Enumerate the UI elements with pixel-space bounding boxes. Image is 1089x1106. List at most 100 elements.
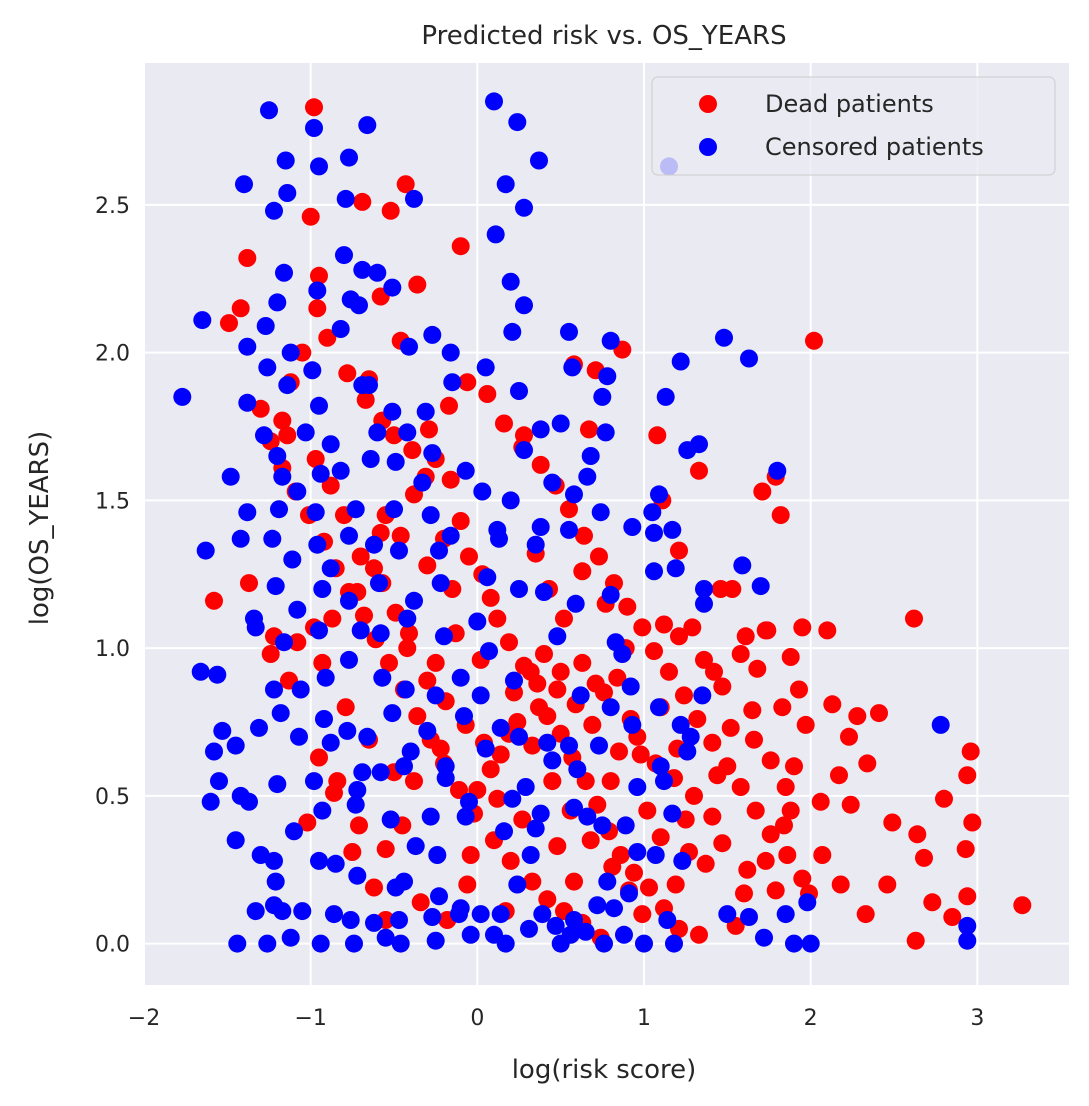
- dead-patient-point: [420, 420, 438, 439]
- dead-patient-point: [813, 846, 832, 864]
- censored-patient-point: [451, 668, 470, 687]
- dead-patient-point: [796, 715, 815, 734]
- censored-patient-point: [376, 928, 395, 947]
- legend-label-dead: Dead patients: [765, 90, 934, 118]
- dead-patient-point: [343, 843, 362, 861]
- censored-patient-point: [278, 184, 297, 202]
- censored-patient-point: [740, 349, 758, 368]
- dead-patient-point: [683, 618, 702, 637]
- x-tick-label: 0: [470, 1006, 484, 1031]
- censored-patient-point: [751, 577, 770, 596]
- censored-patient-point: [480, 642, 498, 661]
- dead-patient-point: [608, 668, 627, 687]
- censored-patient-point: [371, 763, 390, 782]
- censored-patient-point: [398, 609, 417, 628]
- censored-patient-point: [533, 905, 552, 924]
- censored-patient-point: [615, 925, 633, 944]
- dead-patient-point: [588, 795, 607, 814]
- censored-patient-point: [958, 931, 977, 950]
- dead-patient-point: [491, 745, 510, 764]
- censored-patient-point: [646, 846, 665, 864]
- dead-patient-point: [761, 751, 780, 770]
- dead-patient-point: [261, 645, 280, 663]
- censored-patient-point: [628, 843, 647, 861]
- dead-patient-point: [761, 825, 780, 844]
- legend-label-censored: Censored patients: [765, 133, 984, 161]
- dead-patient-point: [573, 562, 592, 581]
- censored-patient-point: [238, 503, 257, 522]
- censored-patient-point: [621, 677, 640, 696]
- dead-patient-point: [713, 677, 732, 696]
- censored-patient-point: [560, 736, 578, 755]
- dead-patient-point: [441, 470, 460, 489]
- censored-patient-point: [503, 789, 522, 808]
- dead-patient-point: [848, 707, 867, 726]
- censored-patient-point: [560, 322, 578, 341]
- censored-patient-point: [755, 928, 773, 947]
- censored-patient-point: [258, 934, 277, 953]
- dead-patient-point: [670, 627, 688, 646]
- censored-patient-point: [263, 529, 282, 548]
- dead-patient-point: [870, 704, 888, 723]
- censored-patient-point: [285, 822, 303, 841]
- dead-patient-point: [400, 624, 418, 643]
- censored-patient-point: [311, 464, 330, 483]
- censored-patient-point: [238, 393, 257, 412]
- censored-patient-point: [293, 902, 312, 921]
- dead-patient-point: [440, 396, 458, 415]
- dead-patient-point: [793, 618, 812, 637]
- censored-patient-point: [501, 491, 520, 510]
- censored-patient-point: [240, 792, 258, 811]
- censored-patient-point: [560, 520, 578, 539]
- dead-patient-point: [603, 857, 622, 876]
- dead-patient-point: [531, 455, 550, 474]
- censored-patient-point: [931, 715, 950, 734]
- dead-patient-point: [831, 875, 850, 894]
- dead-patient-point: [351, 547, 370, 566]
- dead-patient-point: [778, 846, 797, 864]
- dead-patient-point: [690, 925, 708, 944]
- censored-patient-point: [423, 325, 442, 344]
- dead-patient-point: [500, 633, 518, 652]
- y-tick-label: 0.5: [95, 785, 130, 810]
- dead-patient-point: [1013, 896, 1032, 915]
- censored-patient-point: [385, 500, 403, 519]
- dead-patient-point: [278, 426, 297, 445]
- censored-patient-point: [605, 899, 623, 918]
- dead-patient-point: [713, 834, 732, 853]
- censored-patient-point: [250, 718, 268, 737]
- censored-patient-point: [508, 875, 527, 894]
- dead-patient-point: [398, 639, 417, 658]
- censored-patient-point: [578, 467, 597, 486]
- legend-marker-dead: [699, 95, 717, 113]
- censored-patient-point: [426, 686, 445, 705]
- dead-patient-point: [781, 801, 800, 820]
- censored-patient-point: [228, 934, 247, 953]
- censored-patient-point: [623, 715, 642, 734]
- dead-patient-point: [758, 621, 777, 640]
- censored-patient-point: [303, 361, 322, 380]
- censored-patient-point: [471, 905, 490, 924]
- dead-patient-point: [365, 559, 383, 578]
- dead-patient-point: [583, 715, 602, 734]
- censored-patient-point: [308, 281, 327, 300]
- censored-patient-point: [416, 402, 435, 421]
- dead-patient-point: [776, 778, 795, 796]
- censored-patient-point: [340, 148, 358, 167]
- dead-patient-point: [731, 778, 750, 796]
- censored-patient-point: [740, 908, 758, 926]
- dead-patient-point: [746, 801, 765, 820]
- censored-patient-point: [515, 198, 533, 217]
- censored-patient-point: [455, 707, 473, 726]
- censored-patient-point: [361, 450, 380, 468]
- censored-patient-point: [693, 686, 712, 705]
- dead-patient-point: [321, 476, 340, 495]
- censored-patient-point: [235, 175, 253, 194]
- censored-patient-point: [515, 441, 533, 460]
- censored-patient-point: [565, 911, 583, 929]
- censored-patient-point: [258, 358, 277, 377]
- censored-patient-point: [310, 157, 328, 176]
- dead-patient-point: [538, 890, 557, 909]
- dead-patient-point: [353, 192, 372, 211]
- dead-patient-point: [958, 766, 977, 785]
